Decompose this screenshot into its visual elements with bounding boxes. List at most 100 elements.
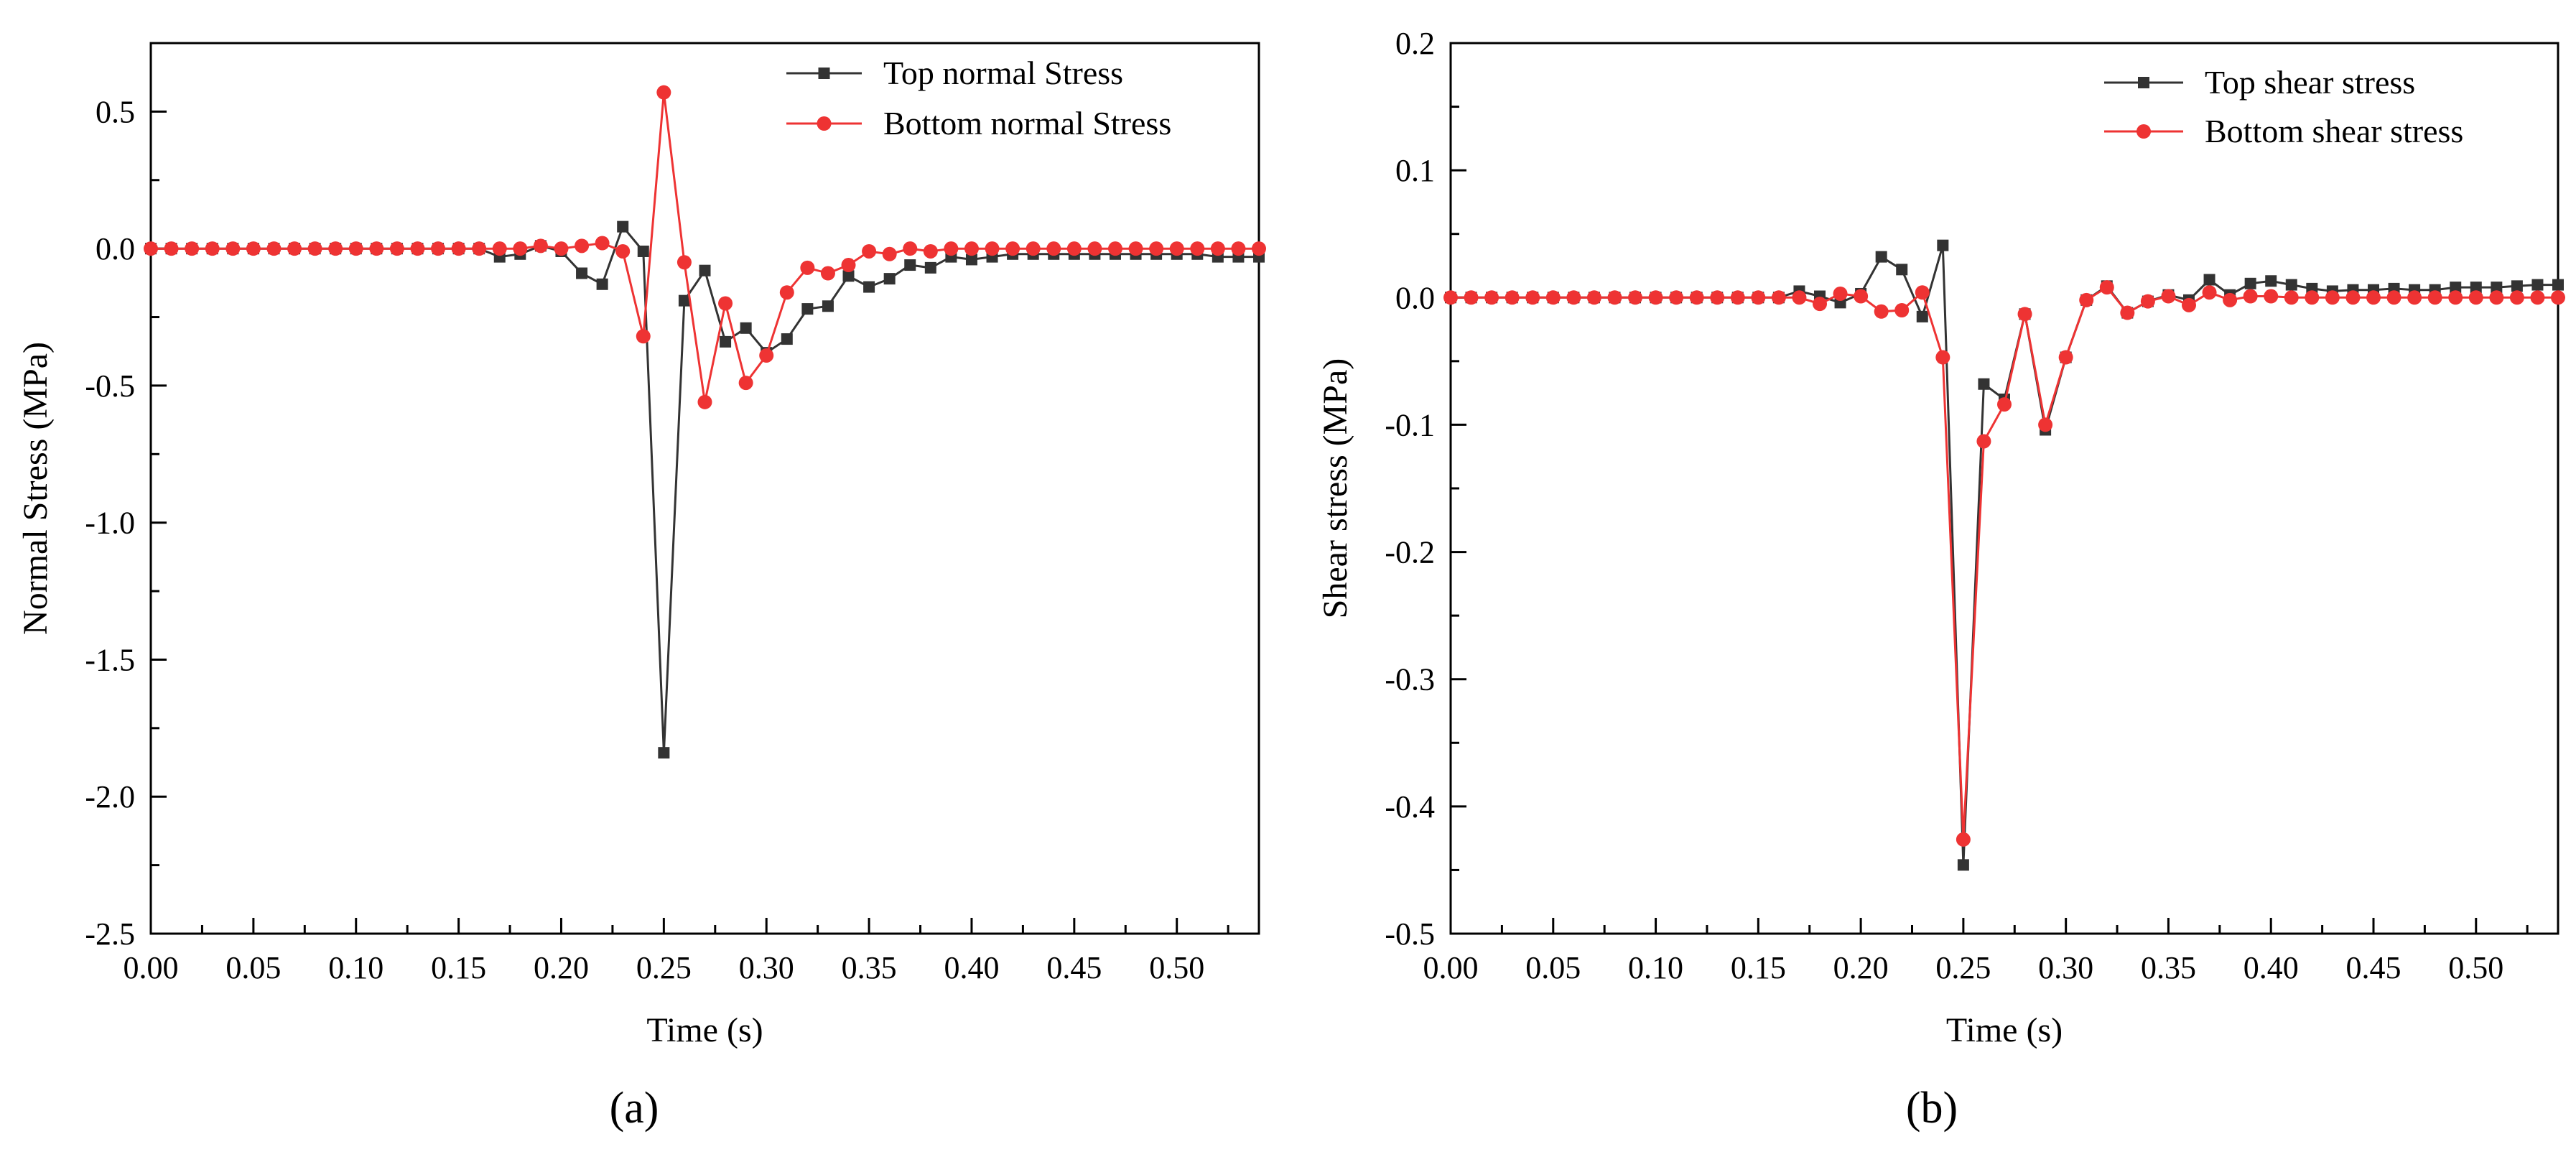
data-point-b-1 xyxy=(1854,289,1869,304)
data-point-b-1 xyxy=(2366,290,2381,305)
data-point-b-1 xyxy=(2386,290,2401,305)
data-point-b-1 xyxy=(1813,297,1827,312)
data-point-a-1 xyxy=(1026,241,1041,256)
data-point-a-1 xyxy=(1107,241,1122,256)
data-point-a-1 xyxy=(1231,241,1246,256)
panel-label-a: (a) xyxy=(610,1084,659,1133)
data-point-a-0 xyxy=(678,294,690,307)
data-point-b-1 xyxy=(1874,304,1889,319)
legend-b: Top shear stress Bottom shear stress xyxy=(2104,64,2463,149)
data-point-b-0 xyxy=(1896,264,1908,276)
x-axis-label-b: Time (s) xyxy=(1946,1011,2063,1049)
data-point-b-1 xyxy=(2058,350,2073,365)
data-point-a-1 xyxy=(554,241,569,256)
data-point-a-1 xyxy=(513,241,528,256)
data-point-a-1 xyxy=(575,238,590,254)
x-tick-label-a: 0.15 xyxy=(431,950,486,985)
data-point-b-1 xyxy=(2325,290,2340,305)
data-point-b-1 xyxy=(1710,290,1725,305)
data-point-a-1 xyxy=(1066,241,1082,256)
legend-label-a-1: Bottom normal Stress xyxy=(883,105,1171,141)
data-point-a-1 xyxy=(533,238,548,254)
data-point-b-0 xyxy=(2450,282,2462,294)
data-point-b-1 xyxy=(1628,290,1642,305)
legend-marker-b-0 xyxy=(2138,77,2149,88)
x-tick-label-a: 0.05 xyxy=(225,950,281,985)
y-tick-label-b: -0.4 xyxy=(1385,789,1435,824)
data-point-b-1 xyxy=(1648,290,1663,305)
data-point-b-1 xyxy=(2509,290,2524,305)
data-point-b-1 xyxy=(2161,289,2176,304)
data-point-a-1 xyxy=(615,243,631,259)
data-point-b-1 xyxy=(2551,290,2565,305)
data-point-b-1 xyxy=(2099,280,2114,295)
y-axis-label-a: Normal Stress (MPa) xyxy=(17,342,55,635)
data-point-a-1 xyxy=(225,241,241,256)
plot-frame-b xyxy=(1449,42,2559,935)
series-line-b-0 xyxy=(1451,245,2558,865)
data-point-a-1 xyxy=(287,241,302,256)
legend-label-b-0: Top shear stress xyxy=(2205,64,2415,101)
data-point-b-1 xyxy=(1833,286,1848,301)
data-point-b-1 xyxy=(1586,290,1601,305)
data-point-a-0 xyxy=(617,220,629,233)
data-point-a-0 xyxy=(699,264,711,277)
data-point-a-0 xyxy=(883,273,896,285)
data-point-a-1 xyxy=(266,241,282,256)
data-point-b-1 xyxy=(1505,290,1520,305)
data-point-b-1 xyxy=(2427,290,2442,305)
y-axis-label-b: Shear stress (MPa) xyxy=(1316,358,1354,619)
minor-ticks-a xyxy=(151,179,1229,934)
data-point-a-1 xyxy=(1087,241,1102,256)
data-point-b-1 xyxy=(2264,289,2279,304)
y-tick-label-b: -0.3 xyxy=(1385,662,1435,697)
y-tick-label-b: 0.2 xyxy=(1395,26,1435,61)
series-a-0 xyxy=(145,220,1265,759)
series-a-1 xyxy=(144,85,1266,409)
data-point-b-1 xyxy=(2182,297,2196,312)
data-point-a-1 xyxy=(451,241,466,256)
data-point-b-1 xyxy=(1730,290,1745,305)
data-point-b-1 xyxy=(2345,290,2361,305)
y-tick-label-a: -0.5 xyxy=(85,368,135,404)
data-point-b-1 xyxy=(2120,305,2135,320)
x-tick-label-b: 0.45 xyxy=(2346,950,2401,985)
data-point-a-1 xyxy=(656,85,671,100)
data-point-a-0 xyxy=(822,300,834,312)
series-line-b-1 xyxy=(1451,286,2558,840)
x-tick-label-b: 0.25 xyxy=(1935,950,1991,985)
legend-marker-b-1 xyxy=(2136,124,2151,139)
data-point-a-1 xyxy=(676,255,692,270)
y-tick-label-a: 0.5 xyxy=(96,94,135,129)
x-tick-label-a: 0.40 xyxy=(944,950,999,985)
legend-a: Top normal Stress Bottom normal Stress xyxy=(786,55,1171,141)
series-line-a-0 xyxy=(151,224,1259,753)
data-point-b-1 xyxy=(1566,290,1581,305)
data-point-a-1 xyxy=(882,246,897,261)
series-b-0 xyxy=(1445,239,2564,871)
data-point-b-0 xyxy=(1937,239,1949,251)
data-point-b-1 xyxy=(2243,289,2258,304)
data-point-a-0 xyxy=(801,303,814,315)
data-point-b-0 xyxy=(2265,275,2277,287)
legend-marker-a-1 xyxy=(817,116,832,131)
data-point-a-0 xyxy=(637,245,649,257)
x-tick-label-a: 0.25 xyxy=(636,950,692,985)
data-point-b-1 xyxy=(2284,290,2299,305)
data-point-b-0 xyxy=(2203,274,2215,286)
data-point-b-1 xyxy=(2223,292,2238,307)
legend-marker-a-0 xyxy=(818,68,830,79)
data-point-b-1 xyxy=(1525,290,1540,305)
y-tick-label-b: -0.1 xyxy=(1385,407,1435,442)
x-axis-label-a: Time (s) xyxy=(646,1011,763,1049)
data-point-b-1 xyxy=(1997,397,2012,412)
data-point-b-1 xyxy=(2530,290,2545,305)
data-point-a-0 xyxy=(720,335,732,348)
data-point-a-1 xyxy=(307,241,322,256)
data-point-b-0 xyxy=(2531,279,2544,291)
x-tick-label-b: 0.35 xyxy=(2141,950,2196,985)
data-point-a-1 xyxy=(985,241,1000,256)
data-point-b-0 xyxy=(2511,280,2523,292)
plot-frame-a xyxy=(149,42,1260,935)
